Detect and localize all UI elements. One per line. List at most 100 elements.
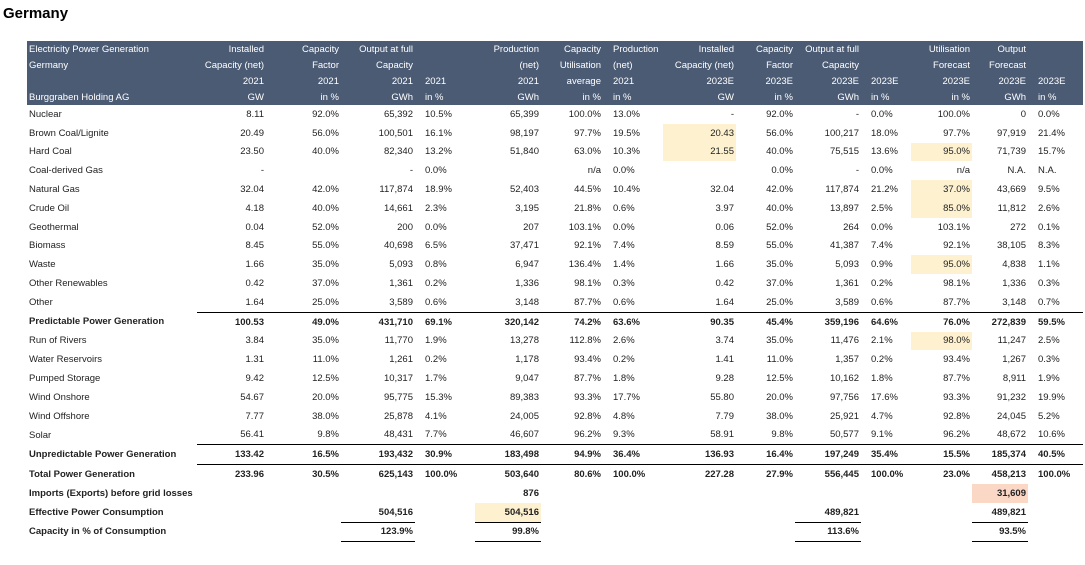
row-label: Nuclear (29, 108, 62, 120)
cell: 38.0% (766, 410, 793, 422)
cell: 0.6% (871, 296, 893, 308)
cell: 63.0% (574, 146, 601, 158)
cell: 40.0% (766, 146, 793, 158)
cell: 27.9% (736, 464, 795, 484)
cell: 99.8% (475, 522, 541, 543)
cell: 9.42 (245, 373, 265, 385)
cell: 52.0% (766, 221, 793, 233)
cell: 87.7% (574, 296, 601, 308)
table-row: Coal-derived Gas - -0.0% n/a 0.0% 0.0% -0.0% n/… (27, 161, 1083, 180)
header-row: 2021 2021 2021 2021 2021 average 2021 2023E 2023… (27, 73, 1083, 89)
cell (415, 522, 475, 542)
cell: 1.1% (1038, 259, 1060, 271)
table-row: Hard Coal 23.50 40.0% 82,340 13.2% 51,840 63.0… (27, 142, 1083, 162)
cell: 95.0% (911, 142, 972, 162)
header-cell (861, 41, 911, 57)
cell: 82,340 (383, 146, 413, 158)
cell: 90.35 (663, 311, 736, 332)
cell: 876 (523, 487, 539, 499)
header-cell: Burggraben Holding AG (27, 89, 197, 105)
cell: 15.7% (1038, 146, 1065, 158)
cell: 117,874 (379, 184, 413, 196)
cell: 103.1% (937, 221, 970, 233)
cell: 95,775 (383, 391, 413, 403)
cell: 35.4% (861, 444, 911, 465)
cell: 2.3% (425, 202, 447, 214)
cell: 25,921 (829, 410, 859, 422)
table-row: Run of Rivers 3.84 35.0% 11,770 1.9% 13,278 11… (27, 331, 1083, 351)
cell: 13.6% (871, 146, 898, 158)
cell: 0.7% (1038, 296, 1060, 308)
cell: 85.0% (911, 198, 972, 218)
cell: 35.0% (766, 335, 793, 347)
cell: 18.9% (425, 184, 452, 196)
cell: 19.5% (613, 127, 640, 139)
row-label: Waste (29, 259, 56, 271)
cell: 37.0% (766, 278, 793, 290)
cell: 55.0% (312, 240, 339, 252)
cell (861, 503, 911, 522)
cell: 100.0% (937, 108, 970, 120)
header-cell: in % (541, 89, 603, 105)
cell: 100.0% (861, 464, 911, 484)
cell: 89,383 (509, 391, 539, 403)
cell: 1,267 (1002, 354, 1026, 366)
cell: 35.0% (312, 259, 339, 271)
cell (911, 503, 972, 522)
cell: 23.50 (240, 146, 264, 158)
header-cell: 2023E (911, 73, 972, 89)
cell: 0.0% (771, 165, 793, 177)
cell: 5.2% (1038, 410, 1060, 422)
header-cell: 2023E (1028, 73, 1083, 89)
cell (266, 161, 341, 180)
cell: 3.97 (715, 202, 735, 214)
cell: 3,589 (389, 296, 413, 308)
cell: 0.04 (245, 221, 265, 233)
row-label: Unpredictable Power Generation (29, 449, 177, 461)
header-cell: 2023E (663, 73, 736, 89)
cell: 0.2% (425, 278, 447, 290)
cell: 98.0% (911, 331, 972, 351)
cell: 17.7% (613, 391, 640, 403)
table-row: Predictable Power Generation 100.53 49.0% 4… (27, 311, 1083, 332)
cell (197, 484, 266, 503)
cell: 0.8% (425, 259, 447, 271)
cell: 37,471 (509, 240, 539, 252)
cell (663, 503, 736, 522)
row-label: Run of Rivers (29, 335, 87, 347)
cell: 10.6% (1038, 429, 1065, 441)
cell: N.A. (1007, 165, 1026, 177)
cell (603, 503, 663, 522)
table-row: Geothermal 0.04 52.0% 200 0.0% 207 103.1% 0.0% 0… (27, 218, 1083, 237)
cell: 19.9% (1038, 391, 1065, 403)
cell: n/a (956, 165, 970, 177)
cell: 24,005 (509, 410, 539, 422)
cell: 1.8% (871, 373, 893, 385)
header-cell: in % (736, 89, 795, 105)
header-cell: Forecast (911, 57, 972, 73)
cell: 87.7% (574, 373, 601, 385)
cell: 20.43 (663, 123, 736, 143)
cell: 40.0% (766, 202, 793, 214)
cell: 1.7% (425, 373, 447, 385)
cell (266, 503, 341, 522)
cell: 65,399 (509, 108, 539, 120)
cell: 12.5% (766, 373, 793, 385)
cell (266, 484, 341, 503)
cell: 48,431 (383, 429, 413, 441)
cell: 100,501 (378, 127, 413, 139)
cell: 97.7% (943, 127, 970, 139)
cell: 504,516 (341, 502, 415, 523)
cell: - (855, 108, 859, 120)
cell: 41,387 (829, 240, 859, 252)
cell: 458,213 (972, 464, 1028, 484)
cell: 69.1% (415, 311, 475, 332)
cell: 21.4% (1038, 127, 1065, 139)
cell: 0.0% (425, 165, 447, 177)
cell: 0.6% (613, 296, 635, 308)
table-row: Effective Power Consumption 504,516 504,51… (27, 502, 1083, 523)
row-label: Imports (Exports) before grid losses (29, 487, 193, 499)
cell (475, 161, 541, 180)
cell: 63.6% (603, 311, 663, 332)
